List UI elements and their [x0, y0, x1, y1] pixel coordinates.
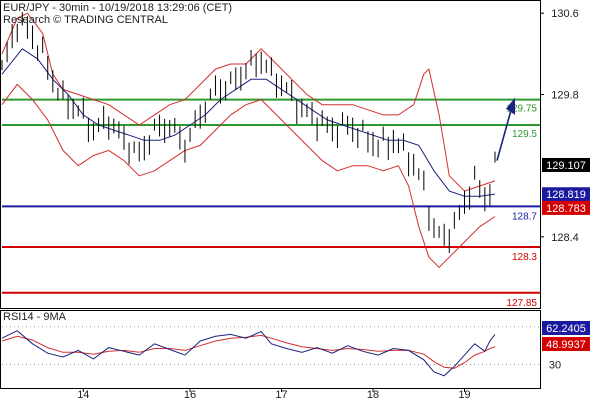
price-tag-box-0: [542, 157, 590, 172]
x-axis-label-2: 17: [275, 389, 287, 400]
rsi-axis-label-1: 30: [549, 360, 561, 372]
price-tag-box-2: [542, 200, 590, 215]
chart-header-source: Research © TRADING CENTRAL: [3, 14, 168, 26]
x-axis-label-1: 16: [184, 389, 196, 400]
bollinger-upper-line: [1, 12, 496, 192]
x-axis-label-0: 14: [77, 389, 89, 400]
rsi-tag-box-0: [542, 321, 590, 335]
rsi-tag-box-1: [542, 337, 590, 351]
x-axis-label-4: 19: [458, 389, 470, 400]
price-axis-label-3: 128.4: [551, 232, 579, 244]
x-axis-label-3: 18: [367, 389, 379, 400]
level-label-0: 129.75: [506, 104, 537, 115]
price-axis-label-0: 130.6: [551, 8, 579, 20]
forecast-arrow-head: [506, 97, 515, 115]
price-tag-box-1: [542, 187, 590, 202]
price-tag-label-0: 129.107: [546, 160, 586, 172]
level-label-1: 129.5: [512, 129, 537, 140]
chart-header-title: EUR/JPY - 30min - 10/19/2018 13:29:06 (C…: [3, 2, 233, 14]
rsi-panel-title: RSI14 - 9MA: [3, 311, 66, 323]
level-label-2: 128.7: [512, 211, 537, 222]
level-label-4: 127.85: [506, 298, 537, 309]
bollinger-lower-line: [1, 83, 496, 269]
moving-average-line: [1, 48, 496, 197]
price-panel-frame: [0, 0, 541, 309]
price-tag-label-2: 128.783: [546, 203, 586, 215]
rsi-ma-line: [1, 334, 496, 369]
level-label-3: 128.3: [512, 252, 537, 263]
price-axis-label-1: 129.8: [551, 90, 579, 102]
rsi-line: [1, 330, 496, 377]
rsi-tag-label-0: 62.2405: [546, 323, 586, 335]
rsi-tag-label-1: 48.9937: [546, 339, 586, 351]
forecast-arrow-line: [496, 106, 513, 161]
price-tag-label-1: 128.819: [546, 189, 586, 201]
rsi-panel-frame: [0, 310, 541, 389]
